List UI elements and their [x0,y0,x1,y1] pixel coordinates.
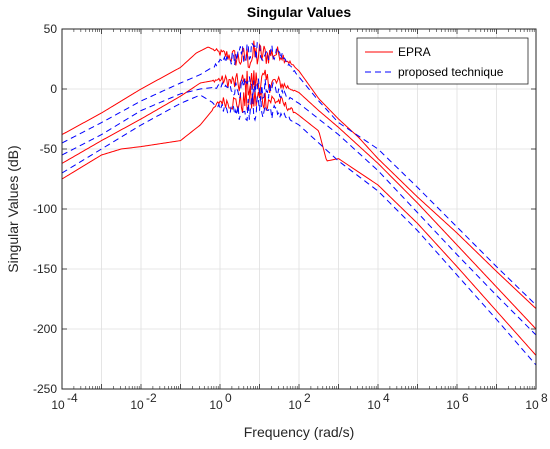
x-tick-label: 10 [51,398,65,412]
legend-label-epra: EPRA [398,45,431,59]
y-tick-label: -50 [40,142,58,156]
proposed-technique-curve-3 [62,94,536,366]
x-tick-label-exponent: 2 [304,391,311,405]
x-axis-label: Frequency (rad/s) [244,424,354,440]
epra-curve-1 [62,40,536,309]
x-tick-label: 10 [209,398,223,412]
y-tick-label: -250 [33,382,57,396]
x-tick-label: 10 [525,398,539,412]
x-tick-label: 10 [367,398,381,412]
axis-ticks: 10 -4 10 -2 10 0 10 2 10 4 10 6 10 8500-50-100-150-20… [33,22,548,412]
y-tick-label: -100 [33,202,57,216]
x-tick-label: 10 [446,398,460,412]
legend-box [356,37,529,85]
x-tick-label-exponent: 6 [462,391,469,405]
x-tick-label: 10 [288,398,302,412]
y-tick-label: -150 [33,262,57,276]
y-tick-label: -200 [33,322,57,336]
x-tick-label-exponent: -2 [146,391,157,405]
x-tick-label-exponent: 4 [383,391,390,405]
proposed-technique-curve-2 [62,76,536,336]
x-tick-label-exponent: 8 [541,391,548,405]
x-tick-label-exponent: 0 [225,391,232,405]
y-axis-label: Singular Values (dB) [5,145,21,272]
x-tick-label: 10 [130,398,144,412]
legend: EPRA proposed technique [356,37,529,85]
y-tick-label: 0 [50,82,57,96]
series-layer [62,40,536,366]
chart-title: Singular Values [247,4,351,20]
epra-curve-3 [62,85,536,356]
x-tick-label-exponent: -4 [67,391,78,405]
y-tick-label: 50 [44,22,58,36]
legend-label-proposed: proposed technique [398,65,504,79]
epra-curve-2 [62,69,536,330]
